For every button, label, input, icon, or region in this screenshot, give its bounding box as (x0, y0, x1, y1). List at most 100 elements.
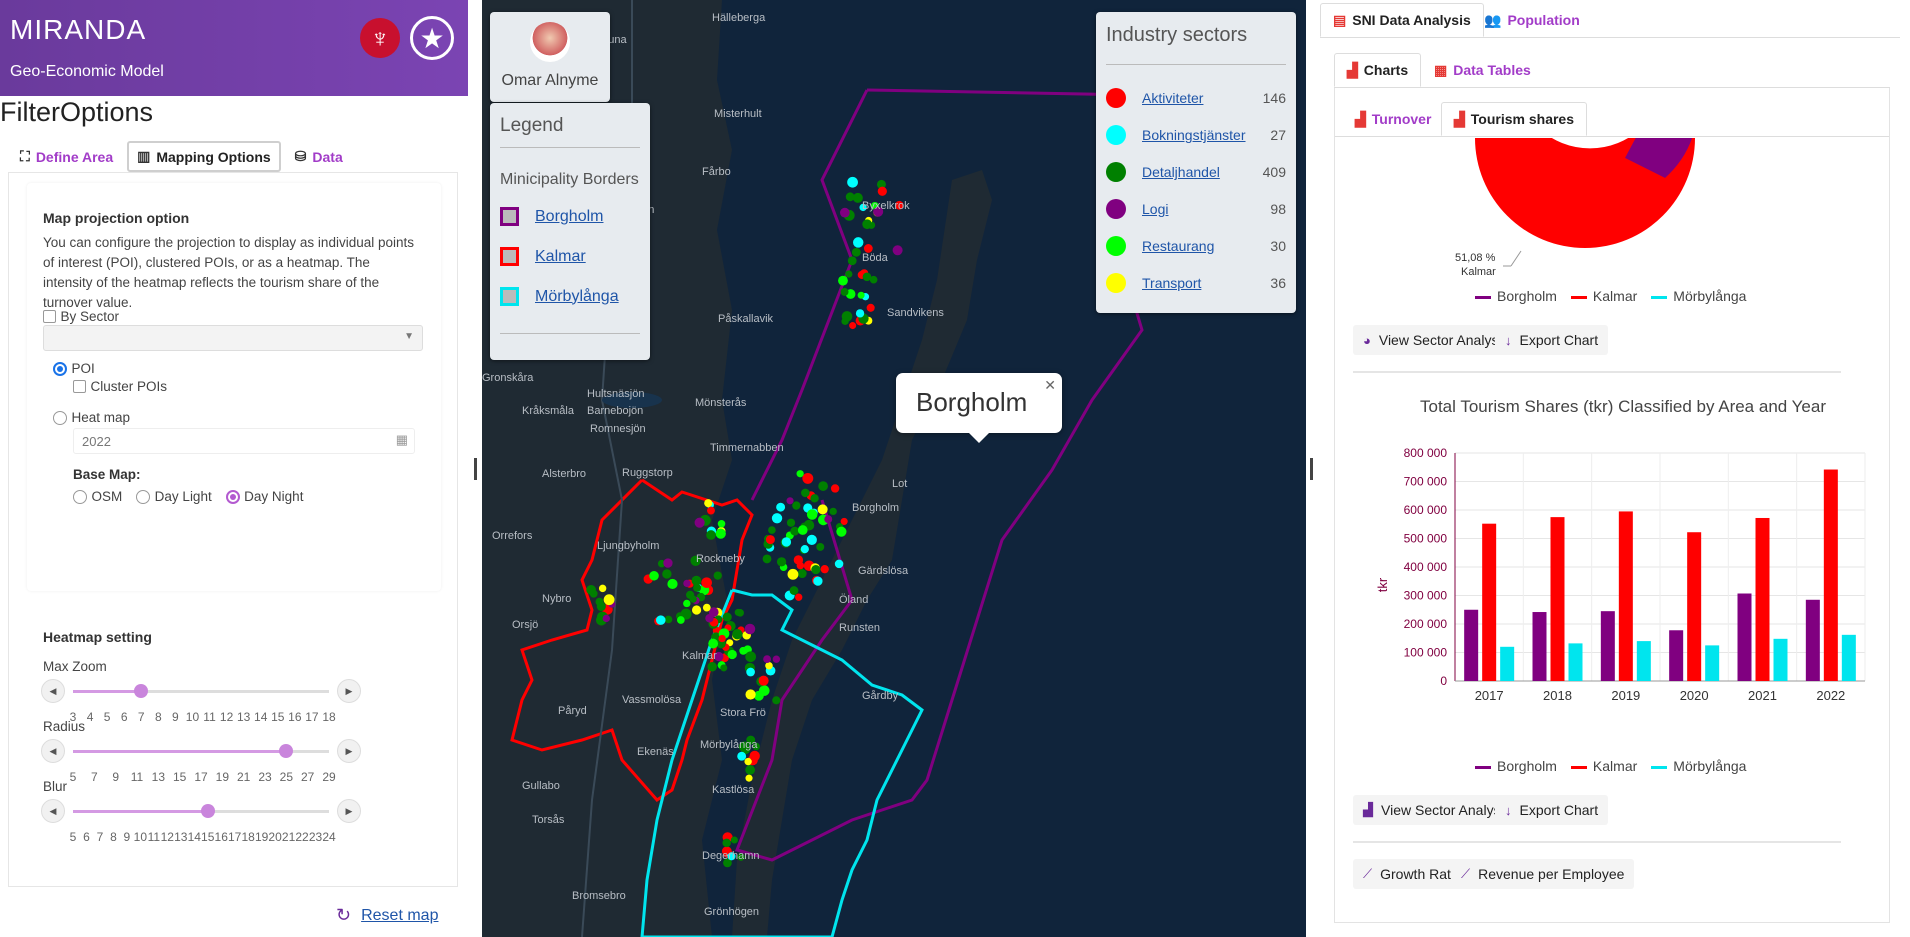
poi-marker[interactable] (790, 526, 800, 536)
bar-kalmar-2020[interactable] (1687, 532, 1702, 681)
poi-marker[interactable] (772, 696, 781, 705)
poi-marker[interactable] (771, 513, 783, 524)
legend-entry-borgholm[interactable]: Borgholm (1475, 758, 1557, 774)
poi-marker[interactable] (849, 322, 857, 330)
poi-marker[interactable] (723, 858, 732, 868)
poi-marker[interactable] (737, 751, 747, 761)
poi-marker[interactable] (792, 501, 801, 510)
poi-marker[interactable] (829, 507, 837, 516)
poi-marker[interactable] (796, 561, 805, 570)
poi-marker[interactable] (806, 534, 817, 545)
poi-marker[interactable] (683, 579, 691, 588)
bar-borgholm-2021[interactable] (1737, 593, 1752, 681)
poi-marker[interactable] (701, 577, 712, 588)
legend-item-morbylanga[interactable]: Mörbylånga (500, 287, 619, 306)
tab-data-tables[interactable]: ▦ Data Tables (1422, 53, 1543, 87)
slider-track[interactable] (73, 804, 329, 818)
poi-radio[interactable]: POI (53, 359, 95, 379)
poi-marker[interactable] (776, 502, 786, 512)
slider-left-arrow-icon[interactable]: ◀ (41, 799, 65, 823)
poi-marker[interactable] (732, 629, 743, 640)
poi-marker[interactable] (758, 675, 769, 686)
poi-marker[interactable] (708, 638, 719, 649)
poi-marker[interactable] (789, 586, 799, 595)
poi-marker[interactable] (847, 256, 857, 266)
poi-marker[interactable] (801, 488, 810, 498)
poi-marker[interactable] (744, 623, 756, 635)
tab-define-area[interactable]: ⛶ Define Area (12, 141, 121, 172)
poi-marker[interactable] (691, 605, 702, 615)
right-splitter-handle[interactable] (1310, 458, 1313, 480)
legend-entry-borgholm[interactable]: Borgholm (1475, 288, 1557, 304)
poi-marker[interactable] (820, 565, 829, 574)
basemap-osm-radio[interactable]: OSM (73, 487, 122, 507)
legend-entry-morbylanga[interactable]: Mörbylånga (1651, 758, 1746, 774)
poi-marker[interactable] (863, 244, 873, 253)
poi-marker[interactable] (656, 615, 666, 625)
poi-marker[interactable] (855, 309, 865, 318)
sector-row-logi[interactable]: Logi 98 (1106, 199, 1286, 221)
poi-marker[interactable] (586, 584, 597, 595)
slider-left-arrow-icon[interactable]: ◀ (41, 739, 65, 763)
radius-slider[interactable]: ◀ ▶ 5 7 9 11 13 15 17 19 21 23 25 27 29 (41, 739, 361, 784)
poi-marker[interactable] (859, 203, 867, 212)
poi-marker[interactable] (853, 237, 864, 248)
poi-marker[interactable] (704, 499, 713, 508)
map-canvas[interactable] (482, 0, 1306, 937)
pie-slice-borgholm[interactable] (1625, 138, 1695, 178)
poi-marker[interactable] (746, 735, 756, 745)
poi-marker[interactable] (722, 838, 731, 848)
poi-marker[interactable] (722, 612, 732, 622)
sector-row-aktiviteter[interactable]: Aktiviteter 146 (1106, 88, 1286, 110)
tab-population[interactable]: 👥 Population (1472, 3, 1592, 37)
revenue-per-employee-button[interactable]: ⟋ Revenue per Employee (1451, 859, 1635, 889)
poi-marker[interactable] (839, 207, 850, 218)
poi-marker[interactable] (739, 646, 748, 655)
poi-marker[interactable] (869, 275, 878, 284)
poi-marker[interactable] (852, 192, 863, 203)
poi-marker[interactable] (816, 542, 825, 551)
slider-left-arrow-icon[interactable]: ◀ (41, 679, 65, 703)
bar-mrbylnga-2022[interactable] (1841, 634, 1856, 681)
poi-marker[interactable] (845, 270, 853, 278)
poi-marker[interactable] (720, 664, 728, 672)
poi-marker[interactable] (744, 757, 752, 766)
poi-marker[interactable] (857, 291, 865, 299)
poi-marker[interactable] (811, 565, 821, 575)
reset-map-link[interactable]: ↻ Reset map (336, 905, 438, 926)
poi-marker[interactable] (851, 247, 861, 257)
poi-marker[interactable] (800, 545, 809, 554)
poi-marker[interactable] (649, 571, 659, 581)
tab-charts[interactable]: ▟ Charts (1334, 53, 1422, 87)
slider-track[interactable] (73, 744, 329, 758)
poi-marker[interactable] (694, 517, 705, 528)
cluster-pois-checkbox[interactable]: Cluster POIs (73, 377, 167, 397)
poi-marker[interactable] (737, 853, 745, 861)
sector-row-restaurang[interactable]: Restaurang 30 (1106, 236, 1286, 258)
bar-kalmar-2018[interactable] (1550, 517, 1565, 681)
poi-marker[interactable] (727, 852, 736, 861)
poi-marker[interactable] (707, 506, 715, 515)
poi-marker[interactable] (768, 526, 776, 534)
poi-marker[interactable] (877, 186, 887, 196)
tab-data[interactable]: ⛁ Data (287, 141, 351, 172)
bar-kalmar-2017[interactable] (1482, 523, 1497, 681)
poi-marker[interactable] (786, 497, 794, 505)
poi-marker[interactable] (664, 615, 673, 624)
export-chart-button-2[interactable]: ↓ Export Chart (1495, 795, 1609, 825)
pie-slice-kalmar-fill[interactable] (1485, 138, 1667, 218)
poi-marker[interactable] (781, 537, 792, 547)
slider-right-arrow-icon[interactable]: ▶ (337, 799, 361, 823)
bar-mrbylnga-2020[interactable] (1705, 645, 1720, 681)
bar-borgholm-2019[interactable] (1600, 611, 1615, 681)
poi-marker[interactable] (763, 655, 771, 664)
basemap-daylight-radio[interactable]: Day Light (136, 487, 212, 507)
poi-marker[interactable] (598, 584, 607, 593)
poi-marker[interactable] (745, 651, 757, 663)
poi-marker[interactable] (765, 535, 775, 545)
poi-marker[interactable] (797, 525, 808, 535)
poi-marker[interactable] (786, 518, 796, 527)
poi-marker[interactable] (752, 742, 760, 751)
bar-kalmar-2021[interactable] (1755, 517, 1770, 681)
poi-marker[interactable] (845, 192, 855, 202)
